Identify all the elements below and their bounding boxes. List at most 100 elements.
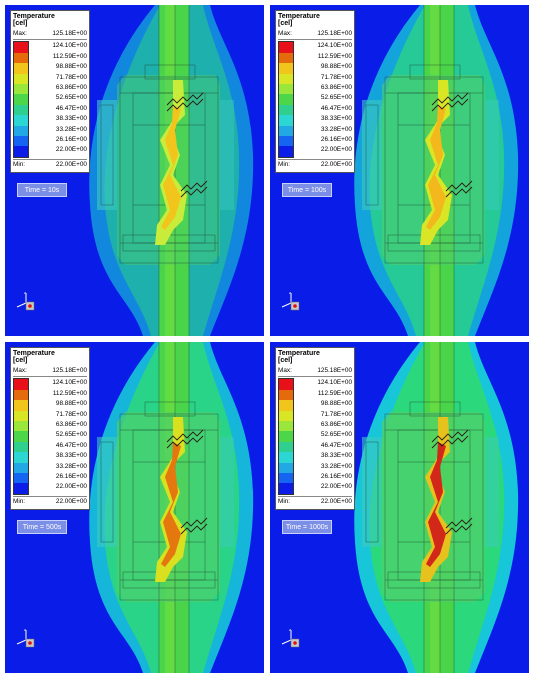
legend-color-swatch (279, 83, 293, 95)
legend-color-swatch (14, 115, 28, 126)
legend-tick-value: 52.65E+00 (320, 94, 352, 102)
legend-min-row: Min: 22.00E+00 (13, 158, 87, 170)
legend-color-scale: 124.10E+00 112.59E+00 98.88E+00 71.78E+00 63… (13, 41, 87, 158)
legend-tick-value: 52.65E+00 (55, 431, 87, 439)
simulation-panel-500s: Temperature [cel] Max: 125.18E+00 124.10… (5, 342, 264, 673)
legend-min-value: 22.00E+00 (55, 160, 87, 168)
legend-color-swatch (279, 410, 293, 421)
axis-triad-icon: z (281, 291, 300, 311)
legend-ticks: 124.10E+00 112.59E+00 98.88E+00 71.78E+00 63… (294, 41, 352, 157)
svg-text:z: z (289, 628, 291, 632)
legend-tick-value: 26.16E+00 (55, 135, 87, 143)
legend-max-label: Max: (278, 366, 292, 374)
legend-color-swatch (14, 431, 28, 442)
legend-max-row: Max: 125.18E+00 (13, 29, 87, 41)
legend-max-label: Max: (13, 366, 27, 374)
legend-color-swatch (14, 104, 28, 116)
legend-color-swatch (14, 379, 28, 390)
legend-min-label: Min: (278, 160, 291, 168)
legend-tick-value: 71.78E+00 (55, 410, 87, 418)
legend-color-swatch (279, 73, 293, 84)
temperature-legend: Temperature [cel] Max: 125.18E+00 124.10… (10, 10, 90, 174)
legend-tick-value: 98.88E+00 (55, 63, 87, 71)
legend-min-value: 22.00E+00 (55, 497, 87, 505)
legend-color-swatch (14, 42, 28, 53)
legend-title: Temperature (13, 350, 55, 357)
legend-max-label: Max: (278, 29, 292, 37)
legend-color-swatch (14, 83, 28, 95)
legend-color-swatch (14, 94, 28, 105)
legend-unit: [cel] (278, 20, 293, 27)
legend-tick-value: 22.00E+00 (320, 483, 352, 491)
legend-min-row: Min: 22.00E+00 (278, 158, 352, 170)
legend-tick-value: 22.00E+00 (320, 146, 352, 154)
legend-tick-value: 33.28E+00 (320, 462, 352, 470)
legend-tick-value: 38.33E+00 (320, 115, 352, 123)
legend-color-swatch (14, 52, 28, 64)
legend-tick-value: 98.88E+00 (55, 400, 87, 408)
legend-color-swatch (279, 472, 293, 484)
legend-color-swatch (14, 452, 28, 463)
legend-max-value: 125.18E+00 (52, 366, 87, 374)
legend-tick-value: 52.65E+00 (55, 94, 87, 102)
legend-tick-value: 33.28E+00 (320, 125, 352, 133)
legend-color-swatch (279, 431, 293, 442)
legend-min-row: Min: 22.00E+00 (13, 495, 87, 507)
legend-color-swatch (14, 125, 28, 136)
legend-color-swatch (279, 115, 293, 126)
legend-color-swatch (279, 94, 293, 105)
legend-tick-value: 124.10E+00 (52, 42, 87, 50)
legend-min-row: Min: 22.00E+00 (278, 495, 352, 507)
legend-min-value: 22.00E+00 (320, 160, 352, 168)
legend-tick-value: 52.65E+00 (320, 431, 352, 439)
legend-tick-value: 46.47E+00 (320, 104, 352, 112)
legend-unit: [cel] (13, 20, 28, 27)
time-label: Time = 500s (17, 520, 67, 534)
legend-color-swatch (279, 104, 293, 116)
legend-color-swatch (279, 52, 293, 64)
temperature-legend: Temperature [cel] Max: 125.18E+00 124.10… (10, 347, 90, 511)
legend-tick-value: 33.28E+00 (55, 125, 87, 133)
legend-color-swatch (279, 483, 293, 494)
legend-tick-value: 63.86E+00 (320, 420, 352, 428)
legend-color-swatch (279, 420, 293, 432)
legend-tick-value: 71.78E+00 (320, 410, 352, 418)
legend-tick-value: 112.59E+00 (52, 52, 87, 60)
legend-unit: [cel] (13, 357, 28, 364)
legend-tick-value: 71.78E+00 (320, 73, 352, 81)
legend-min-label: Min: (13, 160, 26, 168)
legend-tick-value: 112.59E+00 (317, 52, 352, 60)
axis-triad-icon: z (16, 628, 35, 648)
legend-max-row: Max: 125.18E+00 (278, 29, 352, 41)
legend-color-swatch (279, 63, 293, 74)
svg-text:z: z (24, 291, 26, 295)
legend-tick-value: 38.33E+00 (55, 452, 87, 460)
legend-color-bars (13, 378, 29, 495)
legend-tick-value: 98.88E+00 (320, 63, 352, 71)
legend-tick-value: 63.86E+00 (55, 83, 87, 91)
simulation-panel-100s: Temperature [cel] Max: 125.18E+00 124.10… (270, 5, 529, 336)
legend-color-swatch (14, 63, 28, 74)
legend-color-swatch (14, 462, 28, 473)
legend-color-scale: 124.10E+00 112.59E+00 98.88E+00 71.78E+00 63… (278, 378, 352, 495)
legend-min-label: Min: (278, 497, 291, 505)
legend-color-bars (278, 41, 294, 158)
legend-color-swatch (14, 146, 28, 157)
legend-tick-value: 46.47E+00 (55, 104, 87, 112)
legend-tick-value: 124.10E+00 (52, 379, 87, 387)
legend-min-label: Min: (13, 497, 26, 505)
legend-ticks: 124.10E+00 112.59E+00 98.88E+00 71.78E+00 63… (29, 378, 87, 494)
legend-color-swatch (279, 452, 293, 463)
legend-color-swatch (14, 389, 28, 401)
legend-color-bars (278, 378, 294, 495)
legend-color-swatch (279, 379, 293, 390)
legend-color-swatch (279, 135, 293, 147)
legend-tick-value: 26.16E+00 (320, 472, 352, 480)
legend-tick-value: 112.59E+00 (52, 389, 87, 397)
legend-color-scale: 124.10E+00 112.59E+00 98.88E+00 71.78E+00 63… (13, 378, 87, 495)
svg-text:z: z (289, 291, 291, 295)
legend-title: Temperature (13, 13, 55, 20)
legend-max-value: 125.18E+00 (317, 366, 352, 374)
legend-tick-value: 63.86E+00 (55, 420, 87, 428)
legend-ticks: 124.10E+00 112.59E+00 98.88E+00 71.78E+00 63… (294, 378, 352, 494)
